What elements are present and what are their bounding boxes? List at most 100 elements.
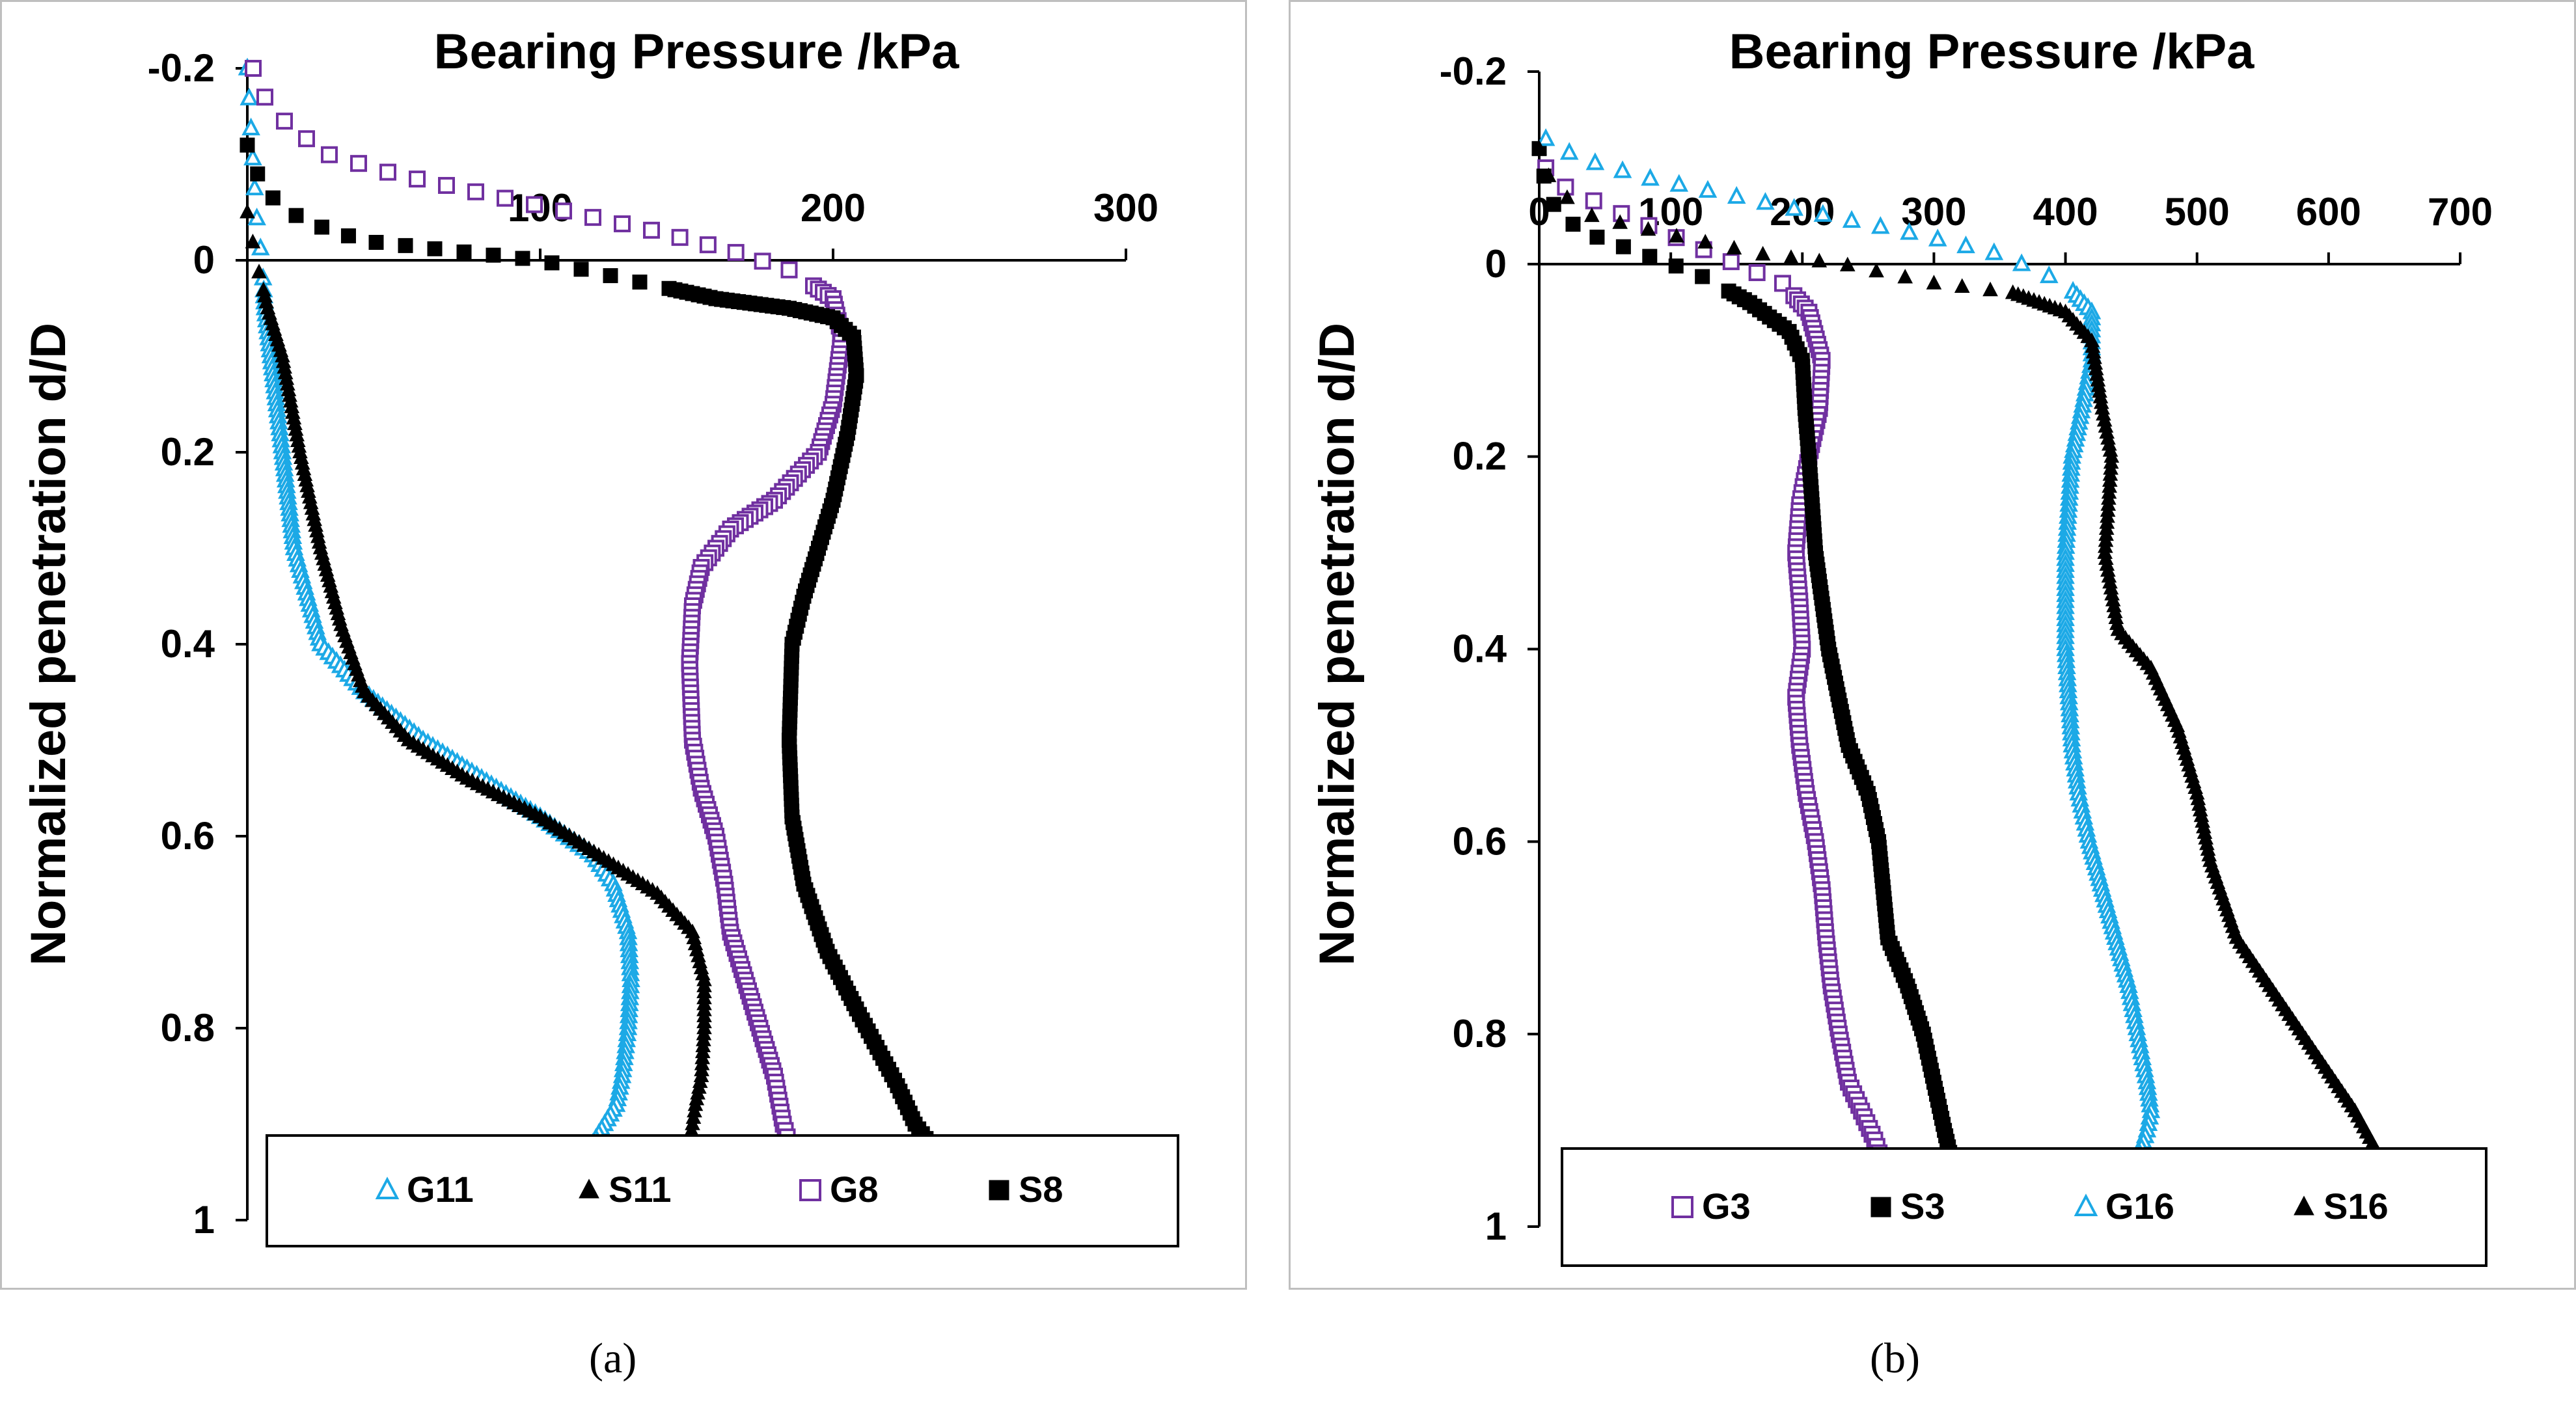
data-point bbox=[1669, 174, 1689, 192]
data-point bbox=[1748, 264, 1766, 281]
data-point bbox=[555, 202, 572, 220]
data-point bbox=[265, 190, 281, 206]
y-tick-label: -0.2 bbox=[1440, 49, 1507, 93]
data-point bbox=[1531, 140, 1547, 155]
data-point bbox=[1756, 192, 1775, 210]
legend-marker-S16 bbox=[2294, 1195, 2314, 1216]
data-point bbox=[1842, 210, 1861, 228]
data-point bbox=[1726, 239, 1742, 255]
x-tick-label: 300 bbox=[1093, 186, 1158, 230]
y-tick-label: 0.8 bbox=[161, 1006, 215, 1050]
data-point bbox=[1585, 192, 1602, 210]
data-point bbox=[1900, 222, 1919, 240]
x-tick-label: 500 bbox=[2165, 190, 2230, 234]
series-S8 bbox=[240, 137, 937, 1151]
data-point bbox=[1755, 245, 1771, 261]
data-point bbox=[243, 147, 262, 166]
data-point bbox=[241, 117, 260, 135]
data-point bbox=[240, 87, 259, 105]
data-point bbox=[1870, 216, 1890, 234]
series-S11 bbox=[240, 204, 712, 1150]
data-point bbox=[1928, 228, 1947, 247]
data-point bbox=[1811, 252, 1828, 267]
data-point bbox=[1697, 234, 1714, 249]
data-point bbox=[409, 170, 426, 188]
legend: G11 S11 G8 S8 bbox=[266, 1134, 1179, 1247]
legend-marker-G16 bbox=[2074, 1193, 2098, 1216]
y-tick-label: 0.6 bbox=[161, 814, 215, 858]
data-point bbox=[240, 137, 255, 153]
data-point bbox=[1774, 275, 1791, 292]
chart-title: Bearing Pressure /kPa bbox=[1729, 24, 2255, 79]
data-point bbox=[250, 166, 266, 182]
data-point bbox=[1956, 235, 1975, 254]
caption-b: (b) bbox=[1870, 1335, 1920, 1382]
y-tick-label: 0.8 bbox=[1453, 1012, 1507, 1055]
data-point bbox=[438, 176, 455, 194]
data-point bbox=[632, 274, 648, 290]
y-tick-label: 1 bbox=[1485, 1204, 1507, 1248]
chart-a: -0.200.20.40.60.81100200300Bearing Press… bbox=[21, 24, 1179, 1247]
legend-label-S3: S3 bbox=[1900, 1186, 1945, 1227]
data-point bbox=[245, 177, 264, 196]
legend-label-G11: G11 bbox=[407, 1169, 474, 1210]
series-S16 bbox=[1531, 140, 2389, 1165]
legend-label-G16: G16 bbox=[2105, 1186, 2174, 1227]
chart-b: -0.200.20.40.60.810 100 200 300 400 500 600 700… bbox=[1309, 24, 2493, 1267]
data-point bbox=[1669, 228, 1684, 243]
data-point bbox=[1926, 275, 1942, 290]
data-point bbox=[1698, 180, 1718, 198]
y-tick-label: -0.2 bbox=[148, 46, 215, 90]
data-point bbox=[643, 221, 660, 239]
x-tick-label: 300 bbox=[1901, 190, 1966, 234]
x-tick-label: 700 bbox=[2428, 190, 2493, 234]
y-tick-label: 0.4 bbox=[161, 622, 215, 666]
data-point bbox=[584, 209, 601, 226]
y-tick-label: 0.6 bbox=[1453, 819, 1507, 863]
legend-box bbox=[1561, 1147, 2487, 1267]
data-point bbox=[398, 238, 413, 253]
series-G8 bbox=[245, 60, 851, 1152]
data-point bbox=[1541, 167, 1557, 182]
legend-marker-S3 bbox=[1870, 1197, 1891, 1217]
data-point bbox=[1642, 249, 1658, 264]
data-point bbox=[350, 155, 367, 172]
data-point bbox=[276, 113, 293, 130]
data-point bbox=[1640, 221, 1656, 236]
chart-title: Bearing Pressure /kPa bbox=[434, 24, 960, 79]
data-point bbox=[486, 247, 501, 263]
data-point bbox=[1565, 217, 1581, 232]
legend-label-G3: G3 bbox=[1702, 1186, 1751, 1227]
y-tick-label: 0 bbox=[193, 238, 215, 282]
y-tick-label: 0.4 bbox=[1453, 627, 1507, 671]
data-point bbox=[467, 183, 484, 200]
data-point bbox=[1954, 278, 1970, 293]
data-point bbox=[245, 60, 262, 77]
data-point bbox=[379, 163, 396, 181]
data-point bbox=[1727, 185, 1746, 204]
data-point bbox=[1613, 160, 1632, 178]
series-S3 bbox=[1531, 141, 1962, 1177]
data-point bbox=[1546, 197, 1561, 212]
x-tick-label: 600 bbox=[2296, 190, 2361, 234]
data-point bbox=[256, 88, 273, 106]
legend-label-S16: S16 bbox=[2323, 1186, 2389, 1227]
data-point bbox=[2012, 253, 2031, 271]
data-point bbox=[671, 228, 689, 246]
data-point bbox=[754, 252, 771, 270]
y-tick-label: 0.2 bbox=[1453, 435, 1507, 478]
data-point bbox=[245, 234, 261, 249]
data-point bbox=[251, 264, 267, 279]
data-point bbox=[1722, 253, 1740, 271]
data-point bbox=[544, 255, 560, 271]
legend-box bbox=[266, 1134, 1179, 1247]
data-point bbox=[288, 208, 304, 223]
legend-marker-G3 bbox=[1671, 1196, 1693, 1218]
data-point bbox=[240, 204, 255, 219]
data-point bbox=[1589, 229, 1605, 245]
data-point bbox=[298, 130, 315, 148]
series-G11 bbox=[238, 57, 640, 1150]
y-axis-label: Normalized penetration d/D bbox=[21, 323, 76, 966]
data-point bbox=[368, 234, 384, 250]
